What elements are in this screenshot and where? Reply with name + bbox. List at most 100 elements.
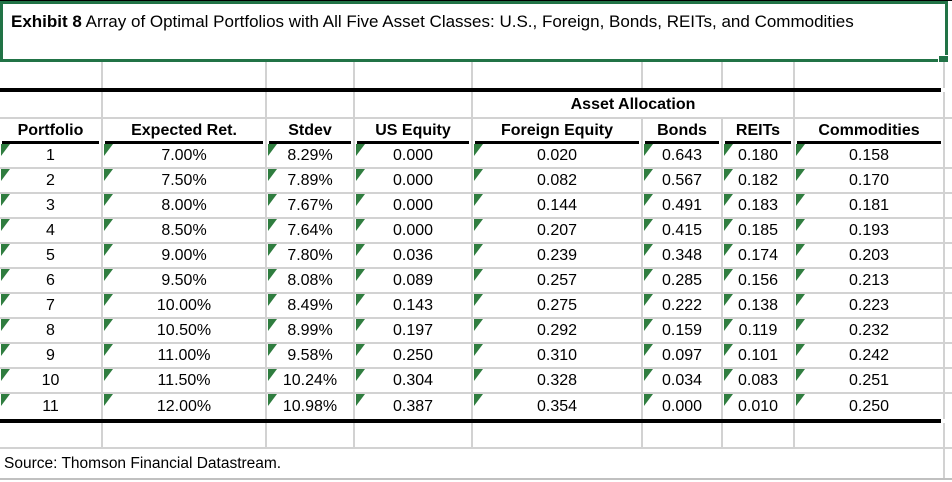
bonds-cell[interactable]: 0.222 [643,294,723,319]
foreign-equity-cell[interactable]: 0.328 [473,369,643,394]
reits-cell[interactable]: 0.183 [723,194,795,219]
reits-cell[interactable]: 0.156 [723,269,795,294]
foreign-equity-cell[interactable]: 0.144 [473,194,643,219]
portfolio-cell[interactable]: 2 [0,169,103,194]
reits-cell[interactable]: 0.101 [723,344,795,369]
us-equity-cell[interactable]: 0.000 [355,194,473,219]
stdev-cell[interactable]: 7.64% [267,219,355,244]
us-equity-cell[interactable]: 0.304 [355,369,473,394]
portfolio-cell[interactable]: 7 [0,294,103,319]
stdev-cell[interactable]: 8.29% [267,144,355,169]
portfolio-cell[interactable]: 1 [0,144,103,169]
header-portfolio[interactable]: Portfolio [0,119,103,144]
us-equity-cell[interactable]: 0.000 [355,219,473,244]
expected-ret-cell[interactable]: 7.50% [103,169,267,194]
foreign-equity-cell[interactable]: 0.257 [473,269,643,294]
bonds-cell[interactable]: 0.034 [643,369,723,394]
expected-ret-cell[interactable]: 9.50% [103,269,267,294]
expected-ret-cell[interactable]: 10.00% [103,294,267,319]
header-bonds[interactable]: Bonds [643,119,723,144]
expected-ret-cell[interactable]: 11.00% [103,344,267,369]
expected-ret-cell[interactable]: 7.00% [103,144,267,169]
bonds-cell[interactable]: 0.643 [643,144,723,169]
stdev-cell[interactable]: 10.98% [267,394,355,419]
foreign-equity-cell[interactable]: 0.207 [473,219,643,244]
commodities-cell[interactable]: 0.213 [795,269,945,294]
foreign-equity-cell[interactable]: 0.275 [473,294,643,319]
us-equity-cell[interactable]: 0.197 [355,319,473,344]
expected-ret-cell[interactable]: 11.50% [103,369,267,394]
bonds-cell[interactable]: 0.491 [643,194,723,219]
stdev-cell[interactable]: 7.80% [267,244,355,269]
reits-cell[interactable]: 0.083 [723,369,795,394]
us-equity-cell[interactable]: 0.250 [355,344,473,369]
header-expected-ret[interactable]: Expected Ret. [103,119,267,144]
portfolio-cell[interactable]: 9 [0,344,103,369]
foreign-equity-cell[interactable]: 0.310 [473,344,643,369]
foreign-equity-cell[interactable]: 0.082 [473,169,643,194]
stdev-cell[interactable]: 9.58% [267,344,355,369]
stdev-cell[interactable]: 10.24% [267,369,355,394]
expected-ret-cell[interactable]: 8.50% [103,219,267,244]
expected-ret-cell[interactable]: 8.00% [103,194,267,219]
header-stdev[interactable]: Stdev [267,119,355,144]
foreign-equity-cell[interactable]: 0.020 [473,144,643,169]
commodities-cell[interactable]: 0.223 [795,294,945,319]
expected-ret-cell[interactable]: 9.00% [103,244,267,269]
bonds-cell[interactable]: 0.000 [643,394,723,419]
portfolio-cell[interactable]: 6 [0,269,103,294]
bonds-cell[interactable]: 0.567 [643,169,723,194]
portfolio-cell[interactable]: 10 [0,369,103,394]
bonds-cell[interactable]: 0.159 [643,319,723,344]
header-reits[interactable]: REITs [723,119,795,144]
portfolio-cell[interactable]: 3 [0,194,103,219]
commodities-cell[interactable]: 0.242 [795,344,945,369]
expected-ret-cell[interactable]: 10.50% [103,319,267,344]
stdev-cell[interactable]: 8.49% [267,294,355,319]
commodities-cell[interactable]: 0.158 [795,144,945,169]
us-equity-cell[interactable]: 0.036 [355,244,473,269]
stdev-cell[interactable]: 7.67% [267,194,355,219]
us-equity-cell[interactable]: 0.143 [355,294,473,319]
expected-ret-cell[interactable]: 12.00% [103,394,267,419]
portfolio-cell[interactable]: 11 [0,394,103,419]
table-row: 7 10.00% 8.49% 0.143 0.275 0.222 0.138 0… [0,294,952,319]
header-foreign-equity[interactable]: Foreign Equity [473,119,643,144]
commodities-cell[interactable]: 0.232 [795,319,945,344]
portfolio-cell[interactable]: 4 [0,219,103,244]
source-note[interactable]: Source: Thomson Financial Datastream. [0,449,945,478]
title-cell[interactable]: Exhibit 8 Array of Optimal Portfolios wi… [0,1,948,62]
reits-cell[interactable]: 0.182 [723,169,795,194]
commodities-cell[interactable]: 0.181 [795,194,945,219]
us-equity-cell[interactable]: 0.000 [355,169,473,194]
us-equity-cell[interactable]: 0.000 [355,144,473,169]
reits-cell[interactable]: 0.119 [723,319,795,344]
stdev-cell[interactable]: 8.08% [267,269,355,294]
reits-cell[interactable]: 0.174 [723,244,795,269]
reits-cell[interactable]: 0.138 [723,294,795,319]
bonds-cell[interactable]: 0.348 [643,244,723,269]
bonds-cell[interactable]: 0.097 [643,344,723,369]
asset-allocation-header[interactable]: Asset Allocation [473,92,795,119]
stdev-cell[interactable]: 8.99% [267,319,355,344]
foreign-equity-cell[interactable]: 0.239 [473,244,643,269]
stdev-cell[interactable]: 7.89% [267,169,355,194]
portfolio-cell[interactable]: 8 [0,319,103,344]
commodities-cell[interactable]: 0.170 [795,169,945,194]
bonds-cell[interactable]: 0.285 [643,269,723,294]
commodities-cell[interactable]: 0.251 [795,369,945,394]
commodities-cell[interactable]: 0.193 [795,219,945,244]
header-commodities[interactable]: Commodities [795,119,945,144]
us-equity-cell[interactable]: 0.089 [355,269,473,294]
commodities-cell[interactable]: 0.250 [795,394,945,419]
reits-cell[interactable]: 0.010 [723,394,795,419]
us-equity-cell[interactable]: 0.387 [355,394,473,419]
reits-cell[interactable]: 0.180 [723,144,795,169]
bonds-cell[interactable]: 0.415 [643,219,723,244]
portfolio-cell[interactable]: 5 [0,244,103,269]
foreign-equity-cell[interactable]: 0.292 [473,319,643,344]
header-us-equity[interactable]: US Equity [355,119,473,144]
reits-cell[interactable]: 0.185 [723,219,795,244]
foreign-equity-cell[interactable]: 0.354 [473,394,643,419]
commodities-cell[interactable]: 0.203 [795,244,945,269]
